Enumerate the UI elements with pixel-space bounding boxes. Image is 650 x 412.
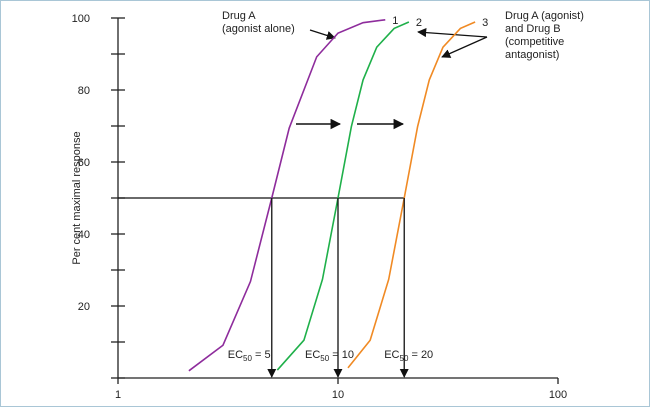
curve-label: 1: [392, 15, 398, 27]
y-tick-label: 20: [78, 301, 90, 313]
ec50-base: EC: [305, 349, 320, 361]
ec50-base: EC: [228, 349, 243, 361]
annotation-line: (competitive: [505, 36, 564, 48]
annotation-line: (agonist alone): [222, 23, 295, 35]
pointer-arrow: [441, 36, 488, 58]
y-tick-label: 80: [78, 85, 90, 97]
curve-label: 3: [482, 17, 488, 29]
annotation: Drug A(agonist alone): [222, 10, 295, 35]
annotation-line: and Drug B: [505, 23, 561, 35]
ec50-sub: 50: [243, 354, 252, 363]
ec50-sub: 50: [400, 354, 409, 363]
ec50-sub: 50: [320, 354, 329, 363]
y-tick-label: 40: [78, 229, 90, 241]
x-tick-label: 1: [115, 389, 121, 401]
annotation-line: Drug A: [222, 10, 256, 22]
curve-label: 2: [416, 17, 422, 29]
pointer-arrow: [417, 28, 488, 38]
x-tick-label: 10: [332, 389, 344, 401]
curve: [347, 21, 476, 369]
ec50-rest: = 20: [408, 349, 433, 361]
y-tick-label: 60: [78, 157, 90, 169]
ec50-label: EC50 = 10: [305, 349, 354, 363]
curve: [276, 21, 410, 371]
x-tick-label: 100: [549, 389, 567, 401]
pointer-arrow: [309, 29, 336, 40]
ec50-label: EC50 = 5: [228, 349, 271, 363]
ec50-rest: = 10: [329, 349, 354, 361]
curve: [188, 19, 386, 372]
ec50-rest: = 5: [252, 349, 271, 361]
annotation-line: Drug A (agonist): [505, 10, 584, 22]
ec50-base: EC: [384, 349, 399, 361]
annotation: Drug A (agonist)and Drug B(competitivean…: [505, 10, 584, 61]
annotation-line: antagonist): [505, 49, 559, 61]
ec50-label: EC50 = 20: [384, 349, 433, 363]
y-axis-label: Per cent maximal response: [71, 131, 83, 264]
y-tick-label: 100: [72, 13, 90, 25]
